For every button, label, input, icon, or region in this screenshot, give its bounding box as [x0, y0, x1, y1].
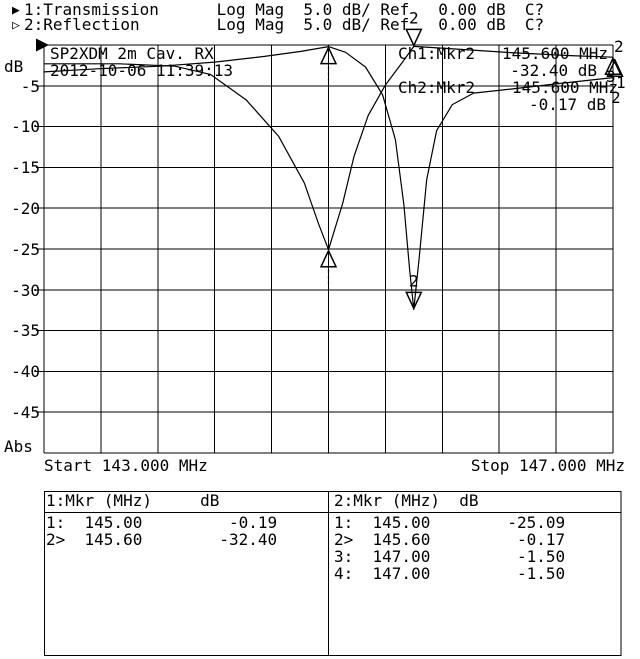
marker-table2-row: 3: 147.00 -1.50	[334, 547, 566, 566]
edge-marker-label: 2	[611, 88, 621, 107]
y-tick-label: -15	[11, 158, 40, 177]
sweep-start-label: Start 143.000 MHz	[44, 456, 208, 475]
trace2-arrow-icon: ▷	[12, 18, 20, 33]
marker-table2-row: 4: 147.00 -1.50	[334, 564, 566, 583]
y-tick-label: -45	[11, 403, 40, 422]
ch1-marker-level: -32.40 dB	[510, 61, 597, 80]
y-tick-label: -25	[11, 240, 40, 259]
marker-2-triangle-icon	[405, 28, 423, 48]
trace-1	[43, 45, 614, 310]
marker-2-triangle-icon	[405, 291, 423, 311]
reference-position-arrow-icon	[36, 38, 49, 52]
marker-table1-header: 1:Mkr (MHz) dB	[46, 491, 220, 510]
y-axis-unit-label: dB	[4, 57, 24, 76]
y-axis-abs-label: Abs	[4, 437, 33, 456]
marker-1-triangle-icon	[319, 248, 338, 268]
marker-table2-row: 1: 145.00 -25.09	[334, 513, 566, 532]
plot-title: SP2XDM 2m Cav. RX	[50, 44, 214, 63]
y-tick-label: -20	[11, 199, 40, 218]
trace2-header-line: 2:Reflection Log Mag 5.0 dB/ Ref 0.00 dB…	[24, 15, 545, 34]
trace1-active-arrow-icon: ▶	[12, 3, 20, 18]
ch2-marker-label: Ch2:Mkr2	[398, 78, 476, 97]
plot-datetime: 2012-10-06 11:39:13	[50, 61, 234, 80]
marker-table1-row: 1: 145.00 -0.19	[46, 513, 278, 532]
y-tick-label: -5	[20, 77, 40, 96]
marker-table2-header: 2:Mkr (MHz) dB	[334, 491, 479, 510]
trace-2	[44, 45, 614, 251]
marker-2-label: 2	[409, 8, 419, 27]
trace1-header-line: 1:Transmission Log Mag 5.0 dB/ Ref 0.00 …	[24, 0, 545, 19]
y-tick-label: -10	[11, 117, 40, 136]
marker-1-triangle-icon	[319, 45, 338, 65]
marker-table-borders	[44, 491, 622, 656]
ch1-marker-label: Ch1:Mkr2	[398, 44, 476, 63]
sweep-stop-label: Stop 147.000 MHz	[470, 456, 625, 475]
y-tick-label: -40	[11, 362, 40, 381]
y-axis-ticks	[36, 85, 44, 413]
y-tick-label: -35	[11, 321, 40, 340]
ch2-marker-level: -0.17 dB	[528, 95, 606, 114]
edge-marker-label: 3	[606, 67, 616, 86]
ch2-marker-freq: 145.600 MHz	[512, 78, 618, 97]
marker-table2-row: 2> 145.60 -0.17	[334, 530, 566, 549]
ch1-marker-freq: 145.600 MHz	[502, 44, 608, 63]
marker-4-triangle-icon	[606, 58, 624, 77]
marker-table1-row: 2> 145.60 -32.40	[46, 530, 278, 549]
marker-3-triangle-icon	[604, 56, 622, 75]
grid	[43, 44, 614, 454]
edge-marker-label: 1	[616, 73, 626, 92]
y-tick-label: -30	[11, 281, 40, 300]
edge-marker-label: 2	[614, 37, 624, 56]
marker-2-label: 2	[409, 271, 419, 290]
